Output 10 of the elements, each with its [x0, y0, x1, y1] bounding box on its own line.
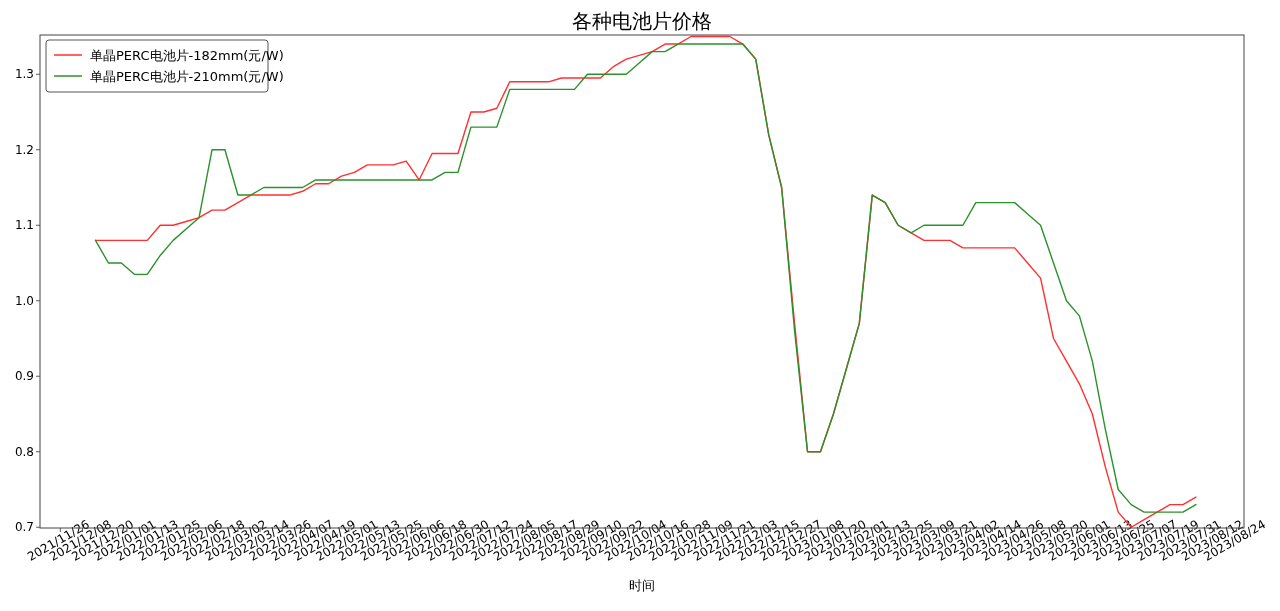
y-tick-label: 1.1: [14, 218, 34, 233]
legend-label: 单晶PERC电池片-210mm(元/W): [90, 69, 284, 84]
y-tick-label: 0.8: [14, 444, 34, 459]
legend-label: 单晶PERC电池片-182mm(元/W): [90, 48, 284, 63]
y-tick-label: 1.2: [14, 142, 34, 157]
x-axis-title: 时间: [629, 578, 655, 593]
y-tick-label: 0.9: [14, 369, 34, 384]
chart-title: 各种电池片价格: [572, 9, 712, 33]
y-tick-label: 1.0: [14, 293, 34, 308]
y-tick-label: 1.3: [14, 67, 34, 82]
